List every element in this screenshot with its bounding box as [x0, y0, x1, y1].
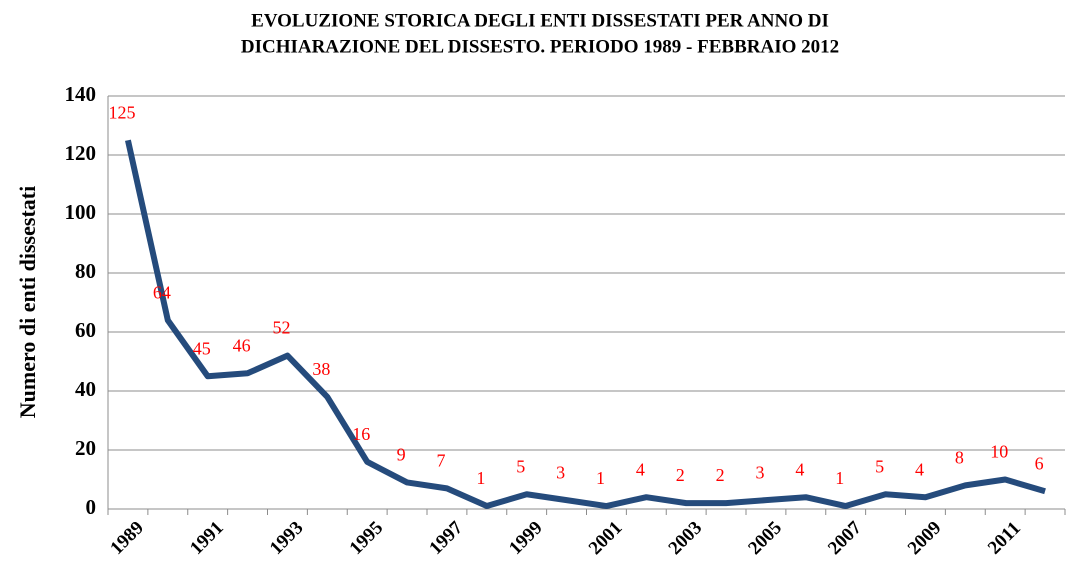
- data-label: 2: [676, 465, 685, 485]
- data-label: 4: [636, 459, 645, 479]
- x-tick-label: 2011: [984, 518, 1025, 559]
- x-tick-label: 1989: [106, 517, 148, 559]
- data-label: 9: [397, 445, 406, 465]
- data-label: 3: [755, 462, 764, 482]
- data-label: 46: [233, 335, 251, 355]
- chart-title: DICHIARAZIONE DEL DISSESTO. PERIODO 1989…: [241, 36, 839, 57]
- data-label: 52: [272, 318, 290, 338]
- x-tick-label: 2003: [665, 517, 707, 559]
- data-label: 64: [153, 282, 171, 302]
- data-label: 7: [436, 450, 445, 470]
- data-label: 10: [990, 442, 1008, 462]
- data-label: 2: [716, 465, 725, 485]
- data-label: 4: [915, 459, 924, 479]
- y-tick-label: 140: [65, 82, 97, 106]
- data-label: 45: [193, 338, 211, 358]
- data-label: 5: [516, 456, 525, 476]
- chart-title: EVOLUZIONE STORICA DEGLI ENTI DISSESTATI…: [251, 10, 829, 31]
- y-tick-label: 20: [75, 436, 96, 460]
- data-label: 5: [875, 456, 884, 476]
- y-tick-label: 0: [86, 495, 97, 519]
- data-label: 4: [795, 459, 804, 479]
- data-line: [125, 139, 1046, 510]
- data-label: 16: [352, 424, 370, 444]
- x-tick-label: 1995: [346, 517, 388, 559]
- data-label: 1: [596, 468, 605, 488]
- x-tick-label: 2007: [824, 517, 866, 559]
- data-label: 6: [1035, 453, 1044, 473]
- y-tick-label: 100: [65, 200, 97, 224]
- y-tick-label: 120: [65, 141, 97, 165]
- y-tick-label: 80: [75, 259, 96, 283]
- data-label: 38: [312, 359, 330, 379]
- x-tick-label: 1999: [505, 517, 547, 559]
- x-tick-label: 1997: [425, 517, 467, 559]
- y-axis-label: Numero di enti dissestati: [15, 186, 40, 418]
- x-tick-label: 2009: [904, 517, 946, 559]
- data-label: 1: [835, 468, 844, 488]
- data-label: 1: [476, 468, 485, 488]
- x-tick-label: 2001: [585, 517, 627, 559]
- x-tick-label: 2005: [744, 517, 786, 559]
- y-tick-label: 60: [75, 318, 96, 342]
- data-label: 3: [556, 462, 565, 482]
- x-tick-label: 1993: [266, 517, 308, 559]
- y-tick-label: 40: [75, 377, 96, 401]
- data-label: 8: [955, 448, 964, 468]
- data-label: 125: [108, 102, 135, 122]
- x-tick-label: 1991: [186, 517, 228, 559]
